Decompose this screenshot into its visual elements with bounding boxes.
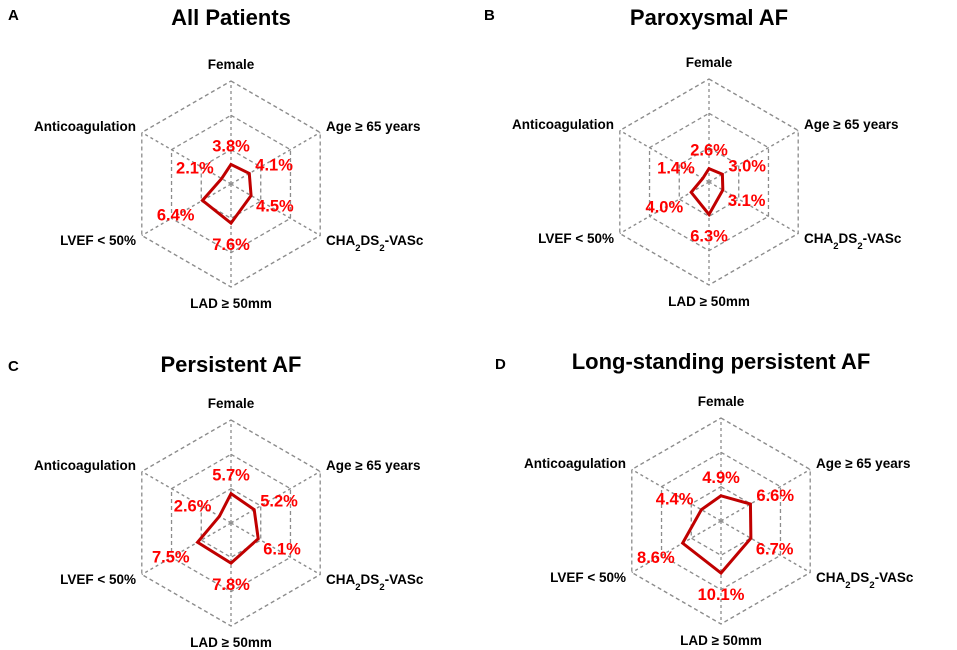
chart-title: Paroxysmal AF (630, 5, 788, 30)
grid-spoke (619, 181, 710, 235)
panel-letter: D (495, 356, 506, 373)
data-label-lad-ge-50mm: 7.8% (212, 576, 250, 594)
data-label-anticoagulation: 4.4% (656, 491, 694, 509)
series-polygon (689, 166, 725, 218)
radar-panel-b: B Paroxysmal AF * Female Age ≥ 65 years CHA2D… (484, 5, 902, 309)
grid-ring (678, 146, 740, 218)
axis-label-lvef-lt-50: LVEF < 50% (538, 231, 614, 246)
grid-spoke (230, 131, 321, 185)
axis-label-age-ge-65-years: Age ≥ 65 years (816, 456, 910, 471)
axis-label-lvef-lt-50: LVEF < 50% (60, 572, 136, 587)
center-mark: * (229, 519, 233, 530)
series-polygon (195, 491, 260, 566)
grid-ring (690, 485, 752, 557)
axis-label-cha2ds2-vasc: CHA2DS2-VASc (326, 572, 424, 593)
axis-label-anticoagulation: Anticoagulation (524, 456, 626, 471)
data-label-lvef-lt-50: 6.4% (157, 206, 195, 224)
grid-spoke (141, 522, 232, 576)
axis-label-lad-ge-50mm: LAD ≥ 50mm (680, 633, 762, 648)
grid-spoke (230, 522, 321, 576)
data-label-anticoagulation: 2.6% (174, 497, 212, 515)
grid-spoke (708, 181, 799, 235)
data-label-lvef-lt-50: 4.0% (646, 198, 684, 216)
data-label-female: 4.9% (702, 469, 740, 487)
data-label-age-ge-65-years: 6.6% (756, 487, 794, 505)
axis-label-female: Female (208, 396, 255, 411)
axis-label-anticoagulation: Anticoagulation (512, 117, 614, 132)
grid-spoke (720, 468, 811, 522)
radar-panel-d: D Long-standing persistent AF * Female Age ≥… (495, 349, 914, 648)
panel-letter: A (8, 7, 19, 24)
grid-spoke (631, 468, 722, 522)
radar-panel-c: C Persistent AF * Female Age ≥ 65 years CHA2D… (8, 352, 424, 650)
axis-label-lad-ge-50mm: LAD ≥ 50mm (190, 296, 272, 311)
data-label-lvef-lt-50: 8.6% (637, 549, 675, 567)
axis-label-lad-ge-50mm: LAD ≥ 50mm (190, 635, 272, 650)
data-label-anticoagulation: 1.4% (657, 159, 695, 177)
axis-label-female: Female (208, 57, 255, 72)
grid-spoke (619, 129, 710, 183)
axis-label-anticoagulation: Anticoagulation (34, 119, 136, 134)
radar-panel-a: A All Patients * Female Age ≥ 65 years CHA2DS… (8, 5, 424, 311)
chart-title: Long-standing persistent AF (572, 349, 871, 374)
data-label-age-ge-65-years: 3.0% (728, 157, 766, 175)
data-label-age-ge-65-years: 5.2% (260, 493, 298, 511)
data-label-lad-ge-50mm: 6.3% (690, 227, 728, 245)
axis-label-female: Female (686, 55, 733, 70)
data-label-lad-ge-50mm: 7.6% (212, 236, 250, 254)
grid-spoke (230, 470, 321, 524)
grid-spoke (141, 131, 232, 185)
axis-label-age-ge-65-years: Age ≥ 65 years (326, 458, 420, 473)
axis-label-lvef-lt-50: LVEF < 50% (550, 570, 626, 585)
data-label-cha2ds2-vasc: 6.7% (756, 540, 794, 558)
grid-spoke (230, 183, 321, 237)
axis-label-lvef-lt-50: LVEF < 50% (60, 233, 136, 248)
data-label-lad-ge-50mm: 10.1% (698, 586, 745, 604)
series-polygon (200, 162, 253, 226)
grid-spoke (708, 129, 799, 183)
grid-ring (200, 487, 262, 559)
axis-label-cha2ds2-vasc: CHA2DS2-VASc (804, 231, 902, 252)
axis-label-female: Female (698, 394, 745, 409)
grid-ring (200, 148, 262, 220)
panel-letter: B (484, 7, 495, 24)
panel-letter: C (8, 358, 19, 375)
data-label-lvef-lt-50: 7.5% (152, 548, 190, 566)
data-label-cha2ds2-vasc: 3.1% (728, 192, 766, 210)
grid-spoke (631, 520, 722, 574)
axis-label-lad-ge-50mm: LAD ≥ 50mm (668, 294, 750, 309)
grid-spoke (720, 520, 811, 574)
data-label-female: 3.8% (212, 137, 250, 155)
chart-title: Persistent AF (160, 352, 301, 377)
center-mark: * (719, 517, 723, 528)
grid-spoke (141, 183, 232, 237)
axis-label-cha2ds2-vasc: CHA2DS2-VASc (326, 233, 424, 254)
series-polygon (680, 494, 753, 576)
data-label-anticoagulation: 2.1% (176, 160, 214, 178)
axis-label-cha2ds2-vasc: CHA2DS2-VASc (816, 570, 914, 591)
axis-label-anticoagulation: Anticoagulation (34, 458, 136, 473)
grid-spoke (141, 470, 232, 524)
axis-label-age-ge-65-years: Age ≥ 65 years (804, 117, 898, 132)
center-mark: * (707, 178, 711, 189)
data-label-cha2ds2-vasc: 4.5% (256, 198, 294, 216)
center-mark: * (229, 180, 233, 191)
data-label-age-ge-65-years: 4.1% (255, 156, 293, 174)
data-label-cha2ds2-vasc: 6.1% (263, 541, 301, 559)
data-label-female: 2.6% (690, 142, 728, 160)
data-label-female: 5.7% (212, 467, 250, 485)
axis-label-age-ge-65-years: Age ≥ 65 years (326, 119, 420, 134)
chart-title: All Patients (171, 5, 291, 30)
